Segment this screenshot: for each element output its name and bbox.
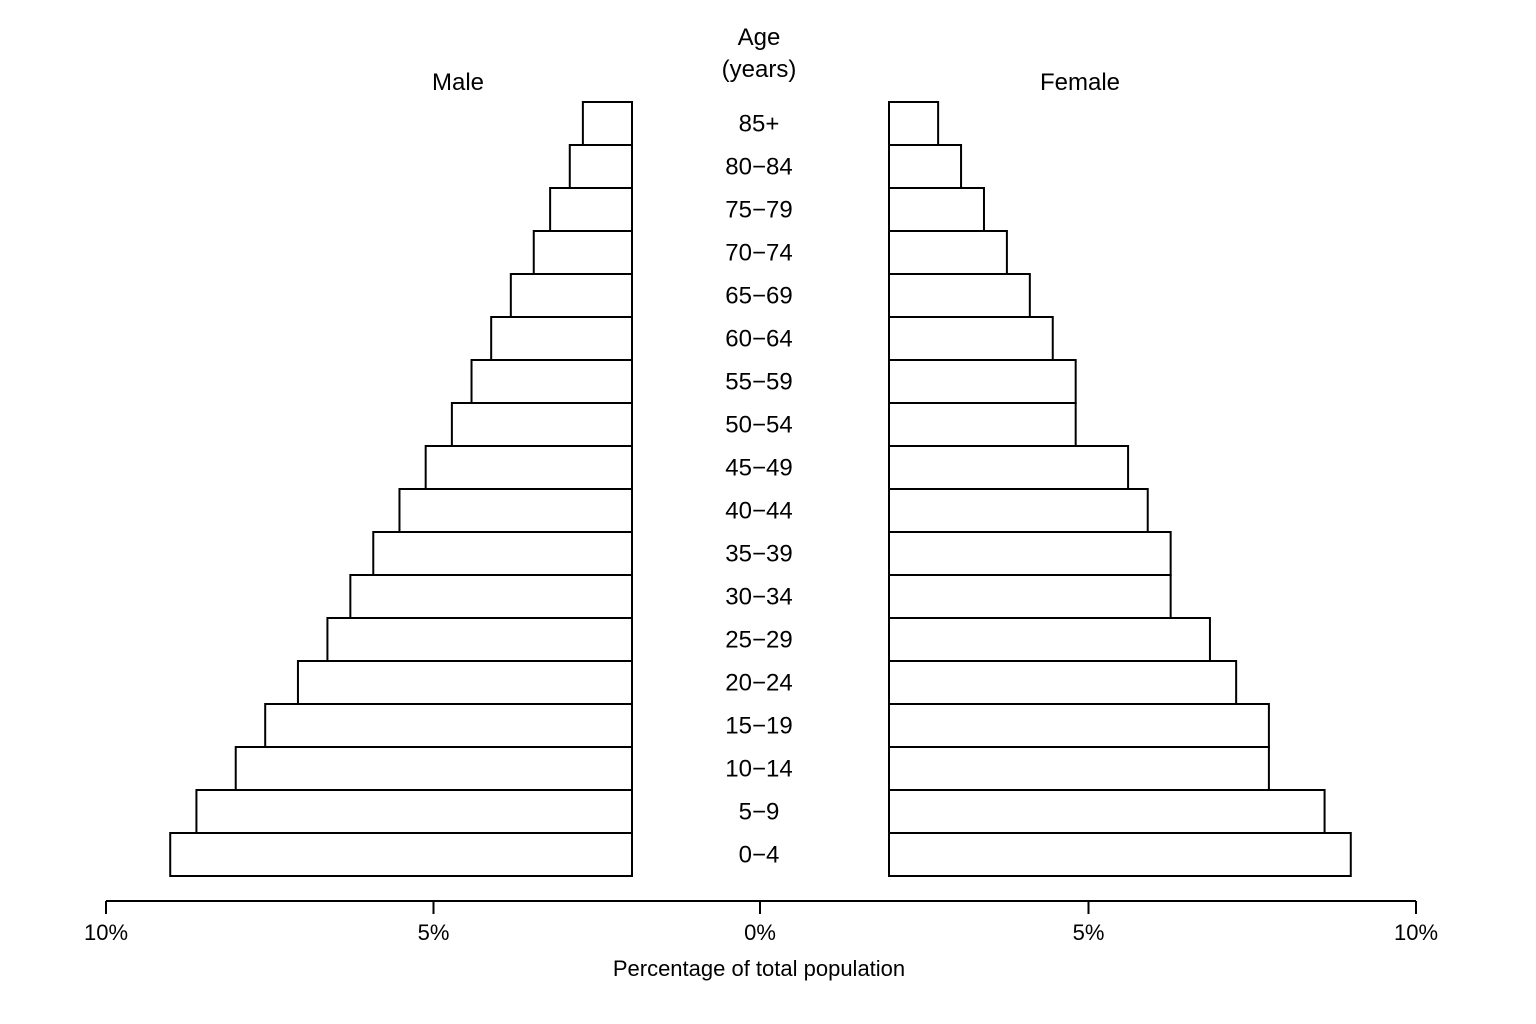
male-bar xyxy=(326,617,633,662)
male-bar xyxy=(490,316,633,361)
age-group-label: 40−44 xyxy=(725,498,792,525)
female-bar xyxy=(888,230,1008,275)
age-group-label: 10−14 xyxy=(725,756,792,783)
female-bar xyxy=(888,273,1031,318)
age-group-label: 75−79 xyxy=(725,197,792,224)
male-label: Male xyxy=(432,69,484,96)
x-tick-label: 5% xyxy=(418,920,450,945)
female-bar xyxy=(888,187,985,232)
female-bars xyxy=(888,101,1352,877)
female-bar xyxy=(888,359,1077,404)
age-group-label: 25−29 xyxy=(725,627,792,654)
x-tick-label: 5% xyxy=(1073,920,1105,945)
male-bar xyxy=(424,445,633,490)
x-tick-label: 10% xyxy=(84,920,128,945)
age-group-label: 5−9 xyxy=(739,799,780,826)
male-bar xyxy=(264,703,633,748)
female-bar xyxy=(888,101,940,146)
female-bar xyxy=(888,445,1130,490)
age-group-label: 65−69 xyxy=(725,283,792,310)
male-bar xyxy=(349,574,633,619)
x-tick-label: 10% xyxy=(1394,920,1438,945)
age-group-label: 85+ xyxy=(739,111,780,138)
age-group-label: 55−59 xyxy=(725,369,792,396)
female-bar xyxy=(888,703,1270,748)
age-group-label: 20−24 xyxy=(725,670,792,697)
age-group-label: 50−54 xyxy=(725,412,792,439)
male-bar xyxy=(372,531,633,576)
male-bar xyxy=(234,746,633,791)
female-bar xyxy=(888,789,1326,834)
age-group-label: 60−64 xyxy=(725,326,792,353)
female-bar xyxy=(888,746,1270,791)
female-bar xyxy=(888,574,1172,619)
x-tick-label: 0% xyxy=(744,920,776,945)
age-group-label: 0−4 xyxy=(739,842,780,869)
age-group-label: 80−84 xyxy=(725,154,792,181)
male-bar xyxy=(470,359,633,404)
male-bar xyxy=(549,187,633,232)
male-bars xyxy=(169,101,634,877)
age-labels: 85+ 80−84 75−79 70−74 65−69 60−64 55−59 50−54 45… xyxy=(725,111,792,869)
male-bar xyxy=(296,660,633,705)
male-bar xyxy=(532,230,633,275)
age-group-label: 45−49 xyxy=(725,455,792,482)
female-bar xyxy=(888,617,1211,662)
male-bar xyxy=(169,832,633,877)
male-bar xyxy=(195,789,634,834)
female-label: Female xyxy=(1040,69,1120,96)
female-bar xyxy=(888,832,1352,877)
female-bar xyxy=(888,316,1054,361)
male-bar xyxy=(450,402,633,447)
male-bar xyxy=(568,144,634,189)
age-title-line2: (years) xyxy=(722,56,797,83)
female-bar xyxy=(888,144,963,189)
age-group-label: 35−39 xyxy=(725,541,792,568)
female-bar xyxy=(888,531,1172,576)
female-bar xyxy=(888,402,1077,447)
x-axis-label: Percentage of total population xyxy=(613,956,905,981)
female-bar xyxy=(888,488,1149,533)
age-group-label: 15−19 xyxy=(725,713,792,740)
male-bar xyxy=(581,101,633,146)
female-bar xyxy=(888,660,1238,705)
male-bar xyxy=(398,488,633,533)
age-group-label: 30−34 xyxy=(725,584,792,611)
age-group-label: 70−74 xyxy=(725,240,792,267)
age-title-line1: Age xyxy=(738,24,781,51)
x-ticks: 10% 5% 0% 5% 10% xyxy=(84,901,1438,945)
male-bar xyxy=(509,273,634,318)
